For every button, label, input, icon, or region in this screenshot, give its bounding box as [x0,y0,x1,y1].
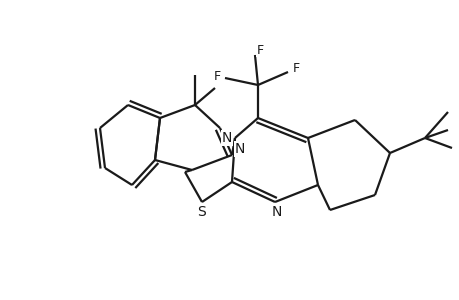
Text: S: S [197,205,206,219]
Text: N: N [234,142,245,156]
Text: N: N [221,131,232,145]
Text: N: N [271,205,281,219]
Text: F: F [292,61,299,74]
Text: F: F [213,70,220,83]
Text: F: F [256,44,263,56]
